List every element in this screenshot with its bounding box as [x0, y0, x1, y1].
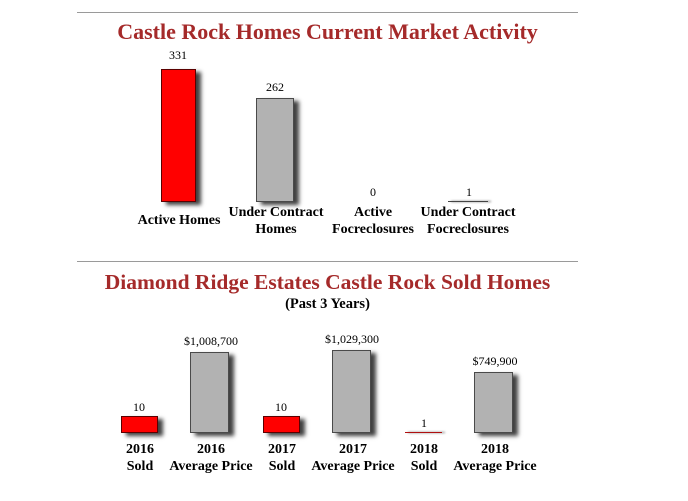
bar-label: 2016 Average Price — [151, 441, 271, 475]
bar-label: Under Contract Homes — [216, 204, 336, 238]
bar-label-line2: Focreclosures — [427, 222, 509, 237]
chart-subtitle: (Past 3 Years) — [285, 296, 370, 312]
bar-2016-sold — [121, 416, 158, 433]
bar-label-line2: Average Price — [169, 459, 253, 474]
bar-value: 0 — [370, 185, 376, 199]
bar-2017-average-price — [332, 350, 371, 433]
bar-value: 262 — [266, 80, 284, 94]
bar-label: 2018 Average Price — [435, 441, 555, 475]
bar-label: 2017 Sold — [222, 441, 342, 475]
bar-label-line1: 2018 — [410, 442, 438, 457]
bar-value: 1 — [466, 185, 472, 199]
bar-2018-average-price — [474, 372, 513, 433]
bar-label-line1: Under Contract — [228, 205, 324, 220]
top-divider — [77, 12, 578, 13]
bar-active-homes — [161, 69, 196, 202]
bar-label-line1: 2016 — [197, 442, 225, 457]
bar-label: Active Homes — [119, 212, 239, 229]
bar-label-line2: Focreclosures — [332, 222, 414, 237]
bar-label: Active Focreclosures — [313, 204, 433, 238]
bar-label-line2: Homes — [255, 222, 297, 237]
bar-2017-sold — [263, 416, 300, 433]
middle-divider — [77, 261, 578, 262]
bar-under-contract-foreclosures — [448, 201, 488, 202]
chart-title: Diamond Ridge Estates Castle Rock Sold H… — [104, 270, 551, 294]
bar-value: $1,008,700 — [184, 334, 238, 348]
bar-label-line1: Active — [353, 205, 393, 220]
bar-value: $1,029,300 — [325, 332, 379, 346]
chart-title: Castle Rock Homes Current Market Activit… — [117, 19, 538, 44]
bar-label-line1: 2016 — [126, 442, 154, 457]
bar-label-line2: Average Price — [311, 459, 395, 474]
bar-label-line2: Sold — [268, 459, 296, 474]
bar-label-line1: 2018 — [481, 442, 509, 457]
bar-label-line2: Sold — [410, 459, 438, 474]
bar-label: 2016 Sold — [80, 441, 200, 475]
bar-label-line2: Average Price — [453, 459, 537, 474]
bar-label: Under Contract Focreclosures — [408, 204, 528, 238]
bar-2018-sold — [405, 432, 442, 433]
bar-label: 2017 Average Price — [293, 441, 413, 475]
bar-label-line1: Under Contract — [420, 205, 516, 220]
bar-value: 10 — [275, 400, 287, 414]
bar-label-line1: Active Homes — [137, 213, 221, 228]
bar-2016-average-price — [190, 352, 229, 433]
bar-label-line2: Sold — [126, 459, 154, 474]
bar-value: 1 — [421, 416, 427, 430]
bar-value: 331 — [169, 48, 187, 62]
bar-value: 10 — [133, 400, 145, 414]
bar-label: 2018 Sold — [364, 441, 484, 475]
bar-under-contract-homes — [256, 98, 294, 202]
bar-label-line1: 2017 — [268, 442, 296, 457]
bar-label-line1: 2017 — [339, 442, 367, 457]
bar-value: $749,900 — [472, 354, 518, 368]
